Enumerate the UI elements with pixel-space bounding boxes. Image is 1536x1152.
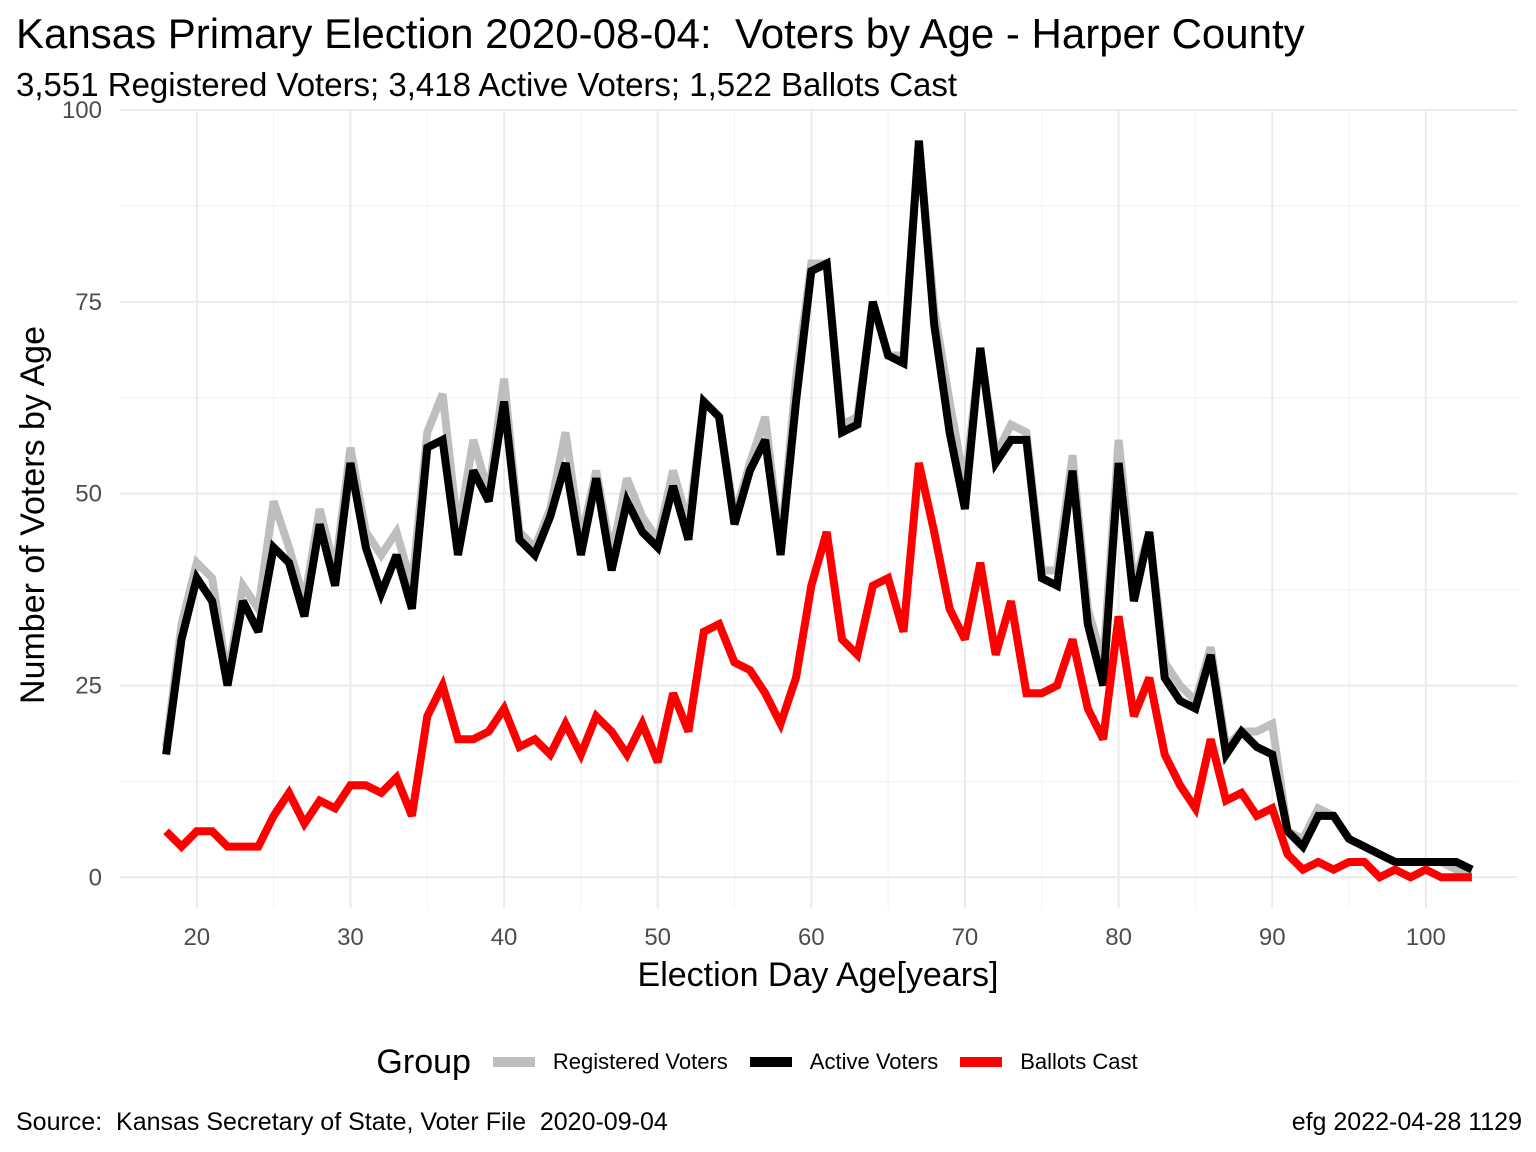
x-tick-label: 60 [798, 924, 825, 951]
y-tick-label: 25 [75, 672, 102, 699]
legend-title: Group [376, 1042, 471, 1081]
source-caption: Source: Kansas Secretary of State, Voter… [16, 1108, 668, 1136]
legend-label-active-voters: Active Voters [809, 1049, 939, 1074]
axis-tick-labels: 20 30 40 50 60 70 80 90 100 0 25 50 75 100 [62, 97, 1446, 951]
line-chart: 20 30 40 50 60 70 80 90 100 0 25 50 75 100 Election D… [14, 97, 1518, 994]
legend-label-ballots-cast: Ballots Cast [1020, 1049, 1138, 1074]
y-tick-label: 50 [75, 481, 102, 508]
series-line-active-voters [162, 140, 1474, 874]
legend: Group Registered Voters Active Voters Ba… [0, 1038, 1536, 1086]
y-tick-label: 0 [89, 864, 102, 891]
y-tick-label: 75 [75, 289, 102, 316]
x-axis-label: Election Day Age[years] [638, 956, 999, 994]
series-lines [162, 140, 1474, 883]
legend-label-registered-voters: Registered Voters [552, 1049, 728, 1074]
series-line-ballots-cast [163, 462, 1472, 883]
legend-key-active-voters [749, 1057, 792, 1067]
author-stamp: efg 2022-04-28 1129 [1291, 1108, 1522, 1136]
y-axis-label: Number of Voters by Age [14, 326, 52, 704]
legend-item-ballots-cast: Ballots Cast [960, 1049, 1138, 1075]
x-tick-label: 20 [183, 924, 210, 951]
chart-title: Kansas Primary Election 2020-08-04: Vote… [16, 10, 1305, 57]
legend-key-registered-voters [492, 1057, 535, 1067]
x-tick-label: 80 [1105, 924, 1132, 951]
x-tick-label: 90 [1259, 924, 1286, 951]
chart-subtitle: 3,551 Registered Voters; 3,418 Active Vo… [16, 66, 958, 103]
legend-key-ballots-cast [960, 1057, 1003, 1067]
legend-item-active-voters: Active Voters [749, 1049, 939, 1075]
grid-lines [120, 109, 1518, 908]
legend-item-registered-voters: Registered Voters [492, 1049, 728, 1075]
y-tick-label: 100 [62, 97, 102, 124]
x-tick-label: 100 [1406, 924, 1446, 951]
x-tick-label: 30 [337, 924, 364, 951]
x-tick-label: 50 [644, 924, 671, 951]
x-tick-label: 40 [491, 924, 518, 951]
x-tick-label: 70 [952, 924, 979, 951]
